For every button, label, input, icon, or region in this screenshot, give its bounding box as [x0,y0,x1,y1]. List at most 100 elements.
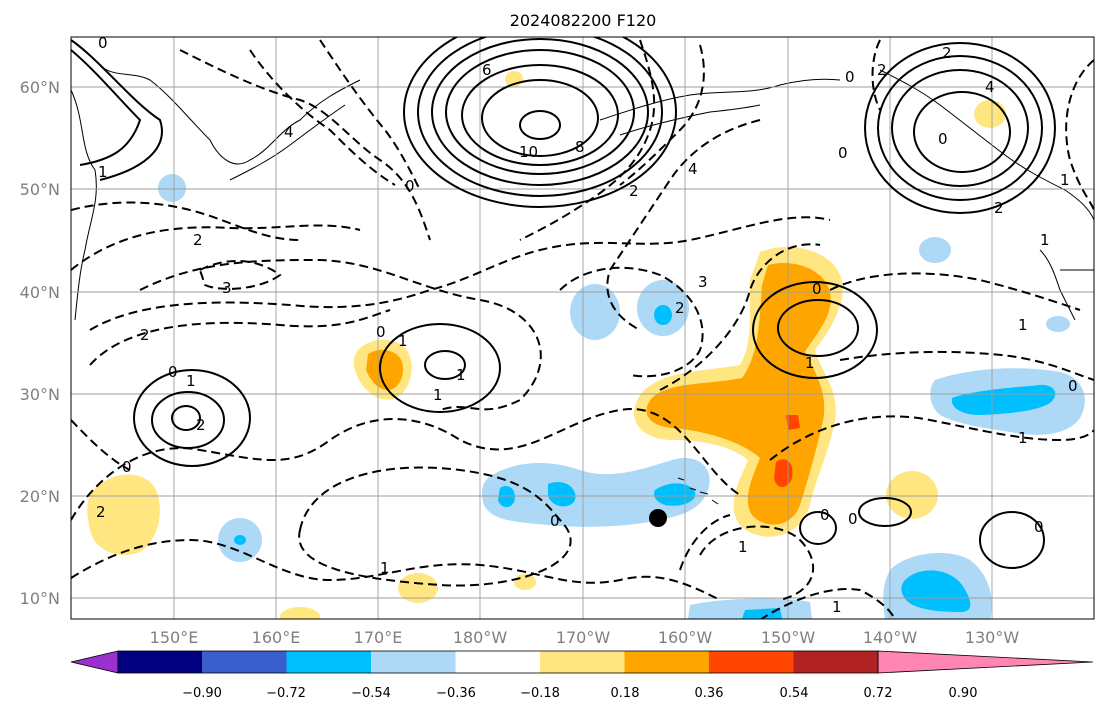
positive-anomaly-region [280,607,320,619]
colorbar-tick-label: −0.54 [351,686,391,701]
negative-anomaly-region [481,458,710,527]
negative-anomaly-region [901,570,971,612]
colorbar-segment [286,651,371,673]
colorbar-segment [371,651,456,673]
colorbar-tick-labels: −0.90 −0.72 −0.54 −0.36 −0.18 0.18 0.36 … [182,686,977,701]
coastlines [71,59,1094,505]
contour-label: 1 [380,559,390,577]
contour-label: 4 [284,123,294,141]
colorbar-segment [540,651,625,673]
colorbar-tick-label: 0.18 [611,686,640,701]
contour-label: 1 [738,538,748,556]
longitude-labels: 150°E 160°E 170°E 180°W 170°W 160°W 150°… [150,628,1020,647]
contour-label: 2 [675,299,685,317]
positive-anomaly-region [974,100,1006,128]
colorbar-tick-label: −0.18 [520,686,560,701]
colorbar-outline [117,650,879,674]
contour-label: 4 [688,160,698,178]
lat-label: 50°N [20,180,60,199]
colorbar-tick-label: −0.72 [266,686,306,701]
lon-label: 170°W [556,628,611,647]
contour-label: 1 [832,598,842,616]
contour-label: 0 [820,506,830,524]
lat-label: 10°N [20,589,60,608]
contour-label: 1 [186,372,196,390]
contour-label: 2 [994,199,1004,217]
contour-label: 2 [196,416,206,434]
dashed-contours [71,39,1094,619]
contour-label: 3 [222,279,232,297]
negative-anomaly-region [158,174,186,202]
negative-anomaly-region [742,608,782,619]
colorbar-extend-high [877,650,1094,674]
contour-label: 4 [985,78,995,96]
negative-anomaly-region [234,535,246,545]
contour-label: 2 [140,326,150,344]
latitude-labels: 60°N 50°N 40°N 30°N 20°N 10°N [20,78,60,608]
contour-label: 0 [98,34,108,52]
contour-label: 3 [698,273,708,291]
colorbar-tick-label: 0.90 [949,686,978,701]
negative-anomaly-region [654,305,672,325]
contour-label: 2 [96,503,106,521]
colorbar-tick-label: 0.54 [780,686,809,701]
lat-label: 20°N [20,487,60,506]
lon-label: 150°E [150,628,199,647]
lon-label: 170°E [354,628,403,647]
positive-anomaly-region [886,471,938,519]
contour-label: 0 [848,510,858,528]
contour-label: 0 [812,280,822,298]
contour-label: 0 [938,130,948,148]
positive-anomaly-region [366,349,404,390]
contour-label: 1 [1040,231,1050,249]
solid-contours [71,37,1056,569]
figure-title: 2024082200 F120 [510,11,657,30]
contour-label: 1 [1018,316,1028,334]
contour-label: 0 [845,68,855,86]
colorbar-segment [709,651,794,673]
negative-anomaly-region [498,485,515,508]
contour-label: 2 [193,231,203,249]
colorbar-tick-label: −0.36 [436,686,476,701]
contour-label: 1 [398,332,408,350]
contour-label: 0 [122,458,132,476]
contour-label: 6 [482,61,492,79]
contour-label: 0 [168,363,178,381]
colorbar-segment [793,651,878,673]
negative-anomaly-region [1046,316,1070,332]
lon-label: 130°W [965,628,1020,647]
colorbar-segment [624,651,709,673]
positive-anomaly-region [398,573,438,603]
map-frame [70,36,1095,620]
lat-label: 40°N [20,283,60,302]
contour-label: 0 [838,144,848,162]
contour-label: 1 [433,386,443,404]
negative-anomaly-region [570,284,620,340]
contour-label: 8 [575,138,585,156]
lat-lon-grid [71,37,1094,619]
contour-label: 2 [877,61,887,79]
contour-label: 0 [376,323,386,341]
contour-label: 1 [805,354,815,372]
contour-label: 0 [1034,518,1044,536]
lon-label: 160°E [252,628,301,647]
contour-label: 0 [550,512,560,530]
contour-labels: 0 6 10 8 0 2 4 3 4 0 2 1 2 3 2 0 1 2 0 1… [96,34,1078,616]
lat-label: 60°N [20,78,60,97]
contour-label: 0 [1068,377,1078,395]
strong-positive-anomaly [786,415,800,430]
colorbar-extend-low [70,650,119,674]
colorbar-tick-label: 0.36 [695,686,724,701]
contour-label: 1 [456,366,466,384]
contour-label: 1 [98,163,108,181]
lat-label: 30°N [20,385,60,404]
contour-label: 10 [519,143,538,161]
negative-anomaly-region [919,237,951,263]
colorbar-segment [202,651,287,673]
lon-label: 180°W [453,628,508,647]
contour-label: 2 [629,182,639,200]
colorbar-segment [118,651,202,673]
contour-label: 0 [405,177,415,195]
negative-anomaly-region [951,384,1056,415]
